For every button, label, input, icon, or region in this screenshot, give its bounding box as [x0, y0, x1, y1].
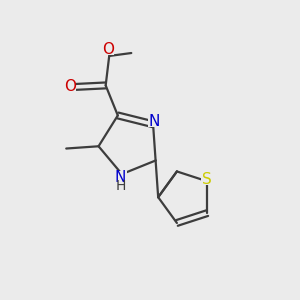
Text: N: N [115, 169, 126, 184]
Text: S: S [202, 172, 212, 187]
Bar [101, 44, 114, 55]
Text: O: O [64, 80, 76, 94]
Bar [114, 172, 127, 183]
Text: H: H [115, 179, 126, 194]
Text: N: N [149, 114, 160, 129]
Bar [148, 116, 161, 127]
Bar [63, 81, 76, 92]
Text: O: O [102, 42, 114, 57]
Bar [201, 174, 214, 185]
